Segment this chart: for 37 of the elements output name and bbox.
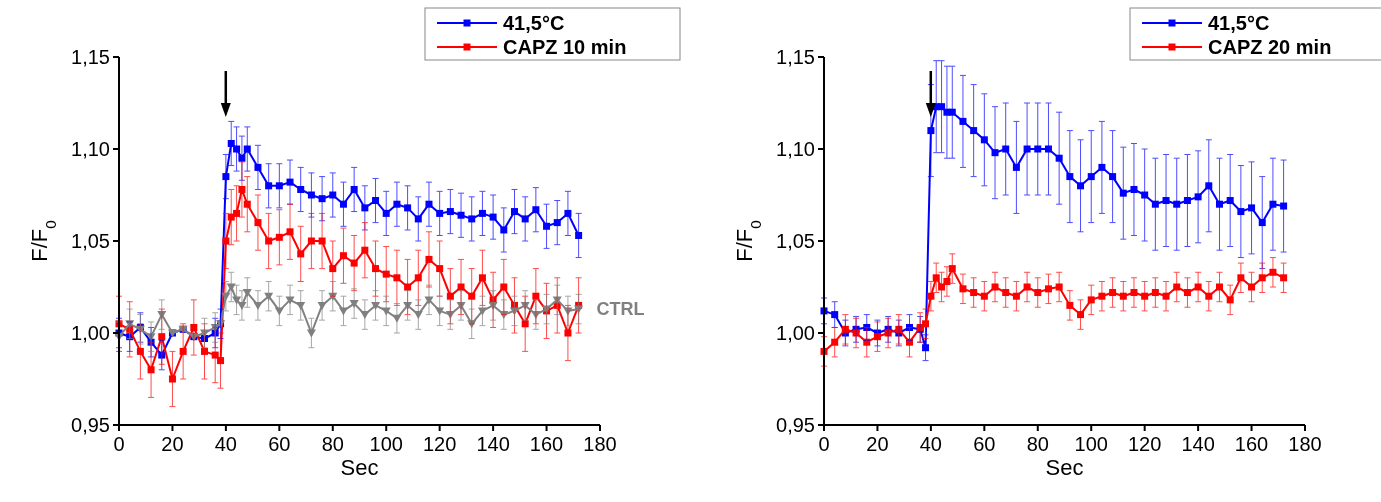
y-tick-label: 1,00 [776,322,815,344]
x-tick-label: 80 [321,433,344,455]
x-tick-label: 40 [214,433,238,455]
x-tick-label: 60 [973,433,996,455]
y-tick-label: 0,95 [71,414,110,436]
x-tick-label: 0 [818,433,830,455]
x-tick-label: 180 [583,433,617,455]
x-tick-label: 0 [113,433,125,455]
x-axis-title: Sec [340,455,379,480]
y-tick-label: 1,10 [776,138,815,160]
y-tick-label: 1,05 [776,230,815,252]
legend-label: CAPZ 10 min [503,36,627,58]
x-tick-label: 160 [1234,433,1269,455]
y-tick-label: 1,15 [776,46,815,68]
x-tick-label: 140 [476,433,510,455]
legend-label: 41,5°C [1208,12,1270,34]
x-axis-title: Sec [1045,455,1084,480]
y-tick-label: 1,15 [71,46,110,68]
x-tick-label: 20 [866,433,889,455]
x-tick-label: 100 [1074,433,1108,455]
x-tick-label: 80 [1026,433,1049,455]
x-tick-label: 40 [919,433,943,455]
legend-label: CAPZ 20 min [1208,36,1332,58]
x-tick-label: 120 [422,433,457,455]
y-tick-label: 1,00 [71,322,110,344]
x-tick-label: 100 [369,433,403,455]
annotation: CTRL [596,299,645,320]
x-tick-label: 180 [1288,433,1322,455]
y-tick-label: 0,95 [776,414,815,436]
legend-label: 41,5°C [503,12,565,34]
y-tick-label: 1,05 [71,230,110,252]
x-tick-label: 120 [1127,433,1162,455]
x-tick-label: 20 [161,433,184,455]
x-tick-label: 160 [529,433,564,455]
x-tick-label: 60 [268,433,291,455]
y-tick-label: 1,10 [71,138,110,160]
x-tick-label: 140 [1181,433,1215,455]
